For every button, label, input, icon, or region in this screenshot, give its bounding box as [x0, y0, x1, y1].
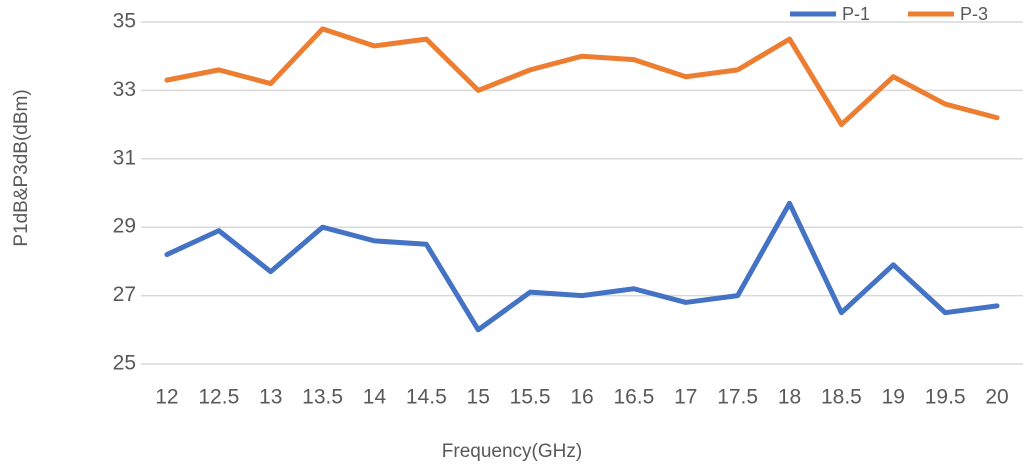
legend-label: P-1 [842, 4, 870, 24]
x-tick-label: 13 [259, 386, 282, 409]
y-tick-label: 33 [113, 78, 136, 101]
x-tick-label: 14.5 [406, 386, 447, 409]
x-tick-label: 12 [155, 386, 178, 409]
legend-label: P-3 [960, 4, 988, 24]
y-tick-label: 31 [113, 146, 136, 169]
y-axis-title: P1dB&P3dB(dBm) [11, 89, 32, 246]
x-tick-label: 17.5 [717, 386, 758, 409]
y-tick-label: 25 [113, 352, 136, 375]
x-tick-label: 20 [985, 386, 1008, 409]
x-tick-label: 15.5 [510, 386, 551, 409]
x-axis-title: Frequency(GHz) [442, 441, 582, 462]
x-tick-label: 17 [674, 386, 697, 409]
x-tick-label: 12.5 [198, 386, 239, 409]
y-tick-label: 29 [113, 215, 136, 238]
x-tick-label: 19.5 [925, 386, 966, 409]
x-tick-label: 16 [570, 386, 593, 409]
y-tick-label: 27 [113, 283, 136, 306]
x-tick-label: 14 [363, 386, 387, 409]
x-tick-label: 15 [467, 386, 490, 409]
x-tick-label: 18.5 [821, 386, 862, 409]
series-line [164, 26, 1000, 128]
series-line [164, 200, 1000, 333]
x-tick-label: 16.5 [613, 386, 654, 409]
x-tick-label: 19 [882, 386, 905, 409]
x-tick-label: 18 [778, 386, 801, 409]
x-tick-label: 13.5 [302, 386, 343, 409]
y-tick-label: 35 [113, 10, 136, 33]
